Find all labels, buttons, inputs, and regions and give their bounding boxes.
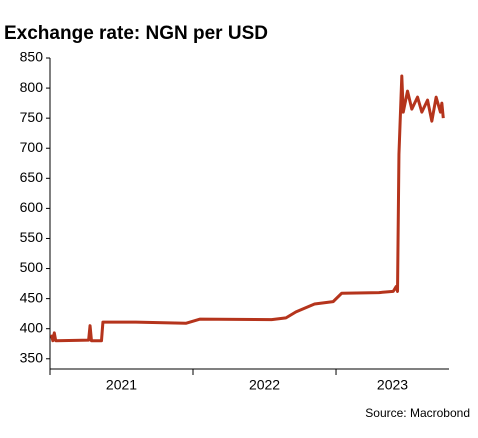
source-note: Source: Macrobond bbox=[365, 406, 470, 420]
x-tick-label: 2022 bbox=[249, 377, 280, 393]
x-tick-label: 2021 bbox=[106, 377, 137, 393]
chart-title: Exchange rate: NGN per USD bbox=[4, 23, 268, 44]
y-tick-label: 350 bbox=[20, 349, 44, 365]
y-tick-label: 550 bbox=[20, 229, 44, 245]
y-tick-label: 650 bbox=[20, 169, 44, 185]
y-tick-label: 450 bbox=[20, 289, 44, 305]
y-tick-label: 400 bbox=[20, 319, 44, 335]
y-tick-label: 600 bbox=[20, 199, 44, 215]
y-tick-label: 700 bbox=[20, 139, 44, 155]
y-tick-label: 800 bbox=[20, 79, 44, 95]
y-tick-label: 750 bbox=[20, 109, 44, 125]
y-tick-label: 500 bbox=[20, 259, 44, 275]
y-tick-label: 850 bbox=[20, 49, 44, 65]
data-line bbox=[49, 74, 445, 343]
x-tick-label: 2023 bbox=[377, 377, 408, 393]
